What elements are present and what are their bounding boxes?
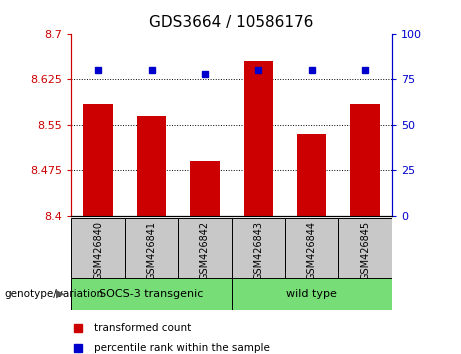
Bar <box>244 61 273 216</box>
Bar <box>83 103 113 216</box>
Bar <box>178 218 231 278</box>
Text: GSM426842: GSM426842 <box>200 221 210 280</box>
Text: transformed count: transformed count <box>94 323 191 333</box>
Bar <box>125 218 178 278</box>
Title: GDS3664 / 10586176: GDS3664 / 10586176 <box>149 15 314 30</box>
Text: wild type: wild type <box>286 289 337 299</box>
Text: GSM426844: GSM426844 <box>307 221 317 280</box>
Bar <box>231 278 392 310</box>
Bar <box>137 116 166 216</box>
Text: genotype/variation: genotype/variation <box>5 289 104 299</box>
Bar <box>350 103 380 216</box>
Bar <box>71 218 125 278</box>
Text: GSM426840: GSM426840 <box>93 221 103 280</box>
Text: GSM426843: GSM426843 <box>254 221 263 280</box>
Bar <box>297 134 326 216</box>
Bar <box>285 218 338 278</box>
Bar <box>71 278 231 310</box>
Text: ▶: ▶ <box>56 289 64 299</box>
Bar <box>231 218 285 278</box>
Bar <box>190 161 219 216</box>
Text: percentile rank within the sample: percentile rank within the sample <box>94 343 270 353</box>
Text: GSM426841: GSM426841 <box>147 221 157 280</box>
Text: GSM426845: GSM426845 <box>360 221 370 280</box>
Bar <box>338 218 392 278</box>
Text: SOCS-3 transgenic: SOCS-3 transgenic <box>100 289 204 299</box>
